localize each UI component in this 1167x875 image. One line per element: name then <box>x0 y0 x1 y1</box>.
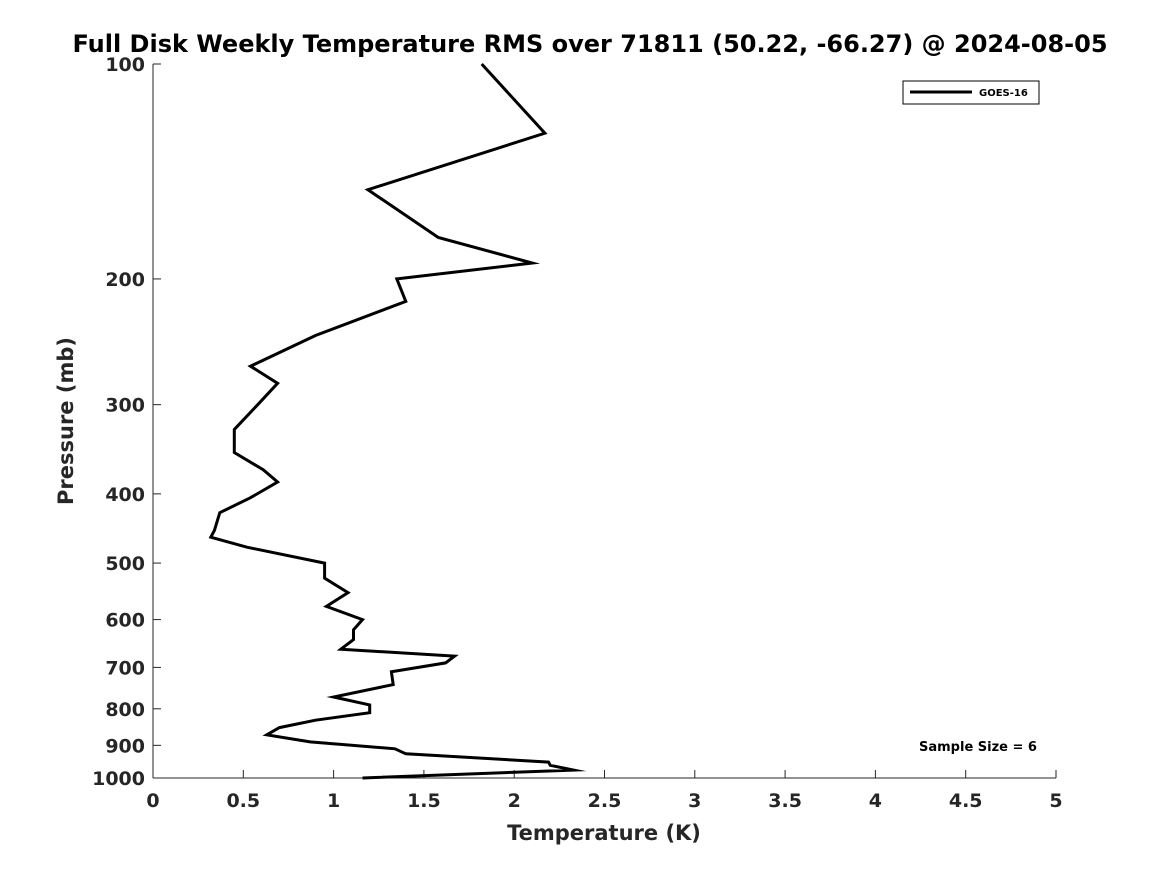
y-tick-label: 600 <box>105 610 145 632</box>
y-axis-label: Pressure (mb) <box>54 337 78 505</box>
y-axis-ticks: 100 200 300 400 500 600 700 800 900 1000 <box>92 54 161 790</box>
legend: GOES-16 <box>902 80 1040 105</box>
x-tick-label: 1.5 <box>407 790 441 812</box>
x-axis-label: Temperature (K) <box>507 821 701 845</box>
sample-size-annotation: Sample Size = 6 <box>919 740 1037 755</box>
x-tick-label: 2.5 <box>588 790 622 812</box>
x-tick-label: 5 <box>1049 790 1062 812</box>
x-tick-label: 1 <box>327 790 340 812</box>
x-tick-label: 0 <box>146 790 159 812</box>
x-tick-label: 3 <box>688 790 701 812</box>
y-tick-label: 900 <box>105 735 145 757</box>
y-tick-label: 800 <box>105 699 145 721</box>
y-tick-label: 1000 <box>92 768 145 790</box>
y-tick-label: 500 <box>105 553 145 575</box>
chart-title: Full Disk Weekly Temperature RMS over 71… <box>72 30 1107 58</box>
x-tick-label: 4 <box>869 790 882 812</box>
series-line-goes-16 <box>208 62 587 780</box>
x-tick-label: 2 <box>508 790 521 812</box>
y-tick-label: 400 <box>105 484 145 506</box>
x-axis-ticks: 0 0.5 1 1.5 2 2.5 3 3.5 4 4.5 5 <box>146 770 1063 812</box>
y-tick-label: 300 <box>105 395 145 417</box>
y-tick-label: 100 <box>105 54 145 76</box>
x-tick-label: 3.5 <box>768 790 802 812</box>
y-tick-label: 200 <box>105 269 145 291</box>
x-tick-label: 4.5 <box>949 790 983 812</box>
legend-label-goes-16: GOES-16 <box>979 88 1028 99</box>
plot-frame <box>152 64 1056 779</box>
y-tick-label: 700 <box>105 657 145 679</box>
x-tick-label: 0.5 <box>226 790 260 812</box>
series-group <box>208 62 587 780</box>
